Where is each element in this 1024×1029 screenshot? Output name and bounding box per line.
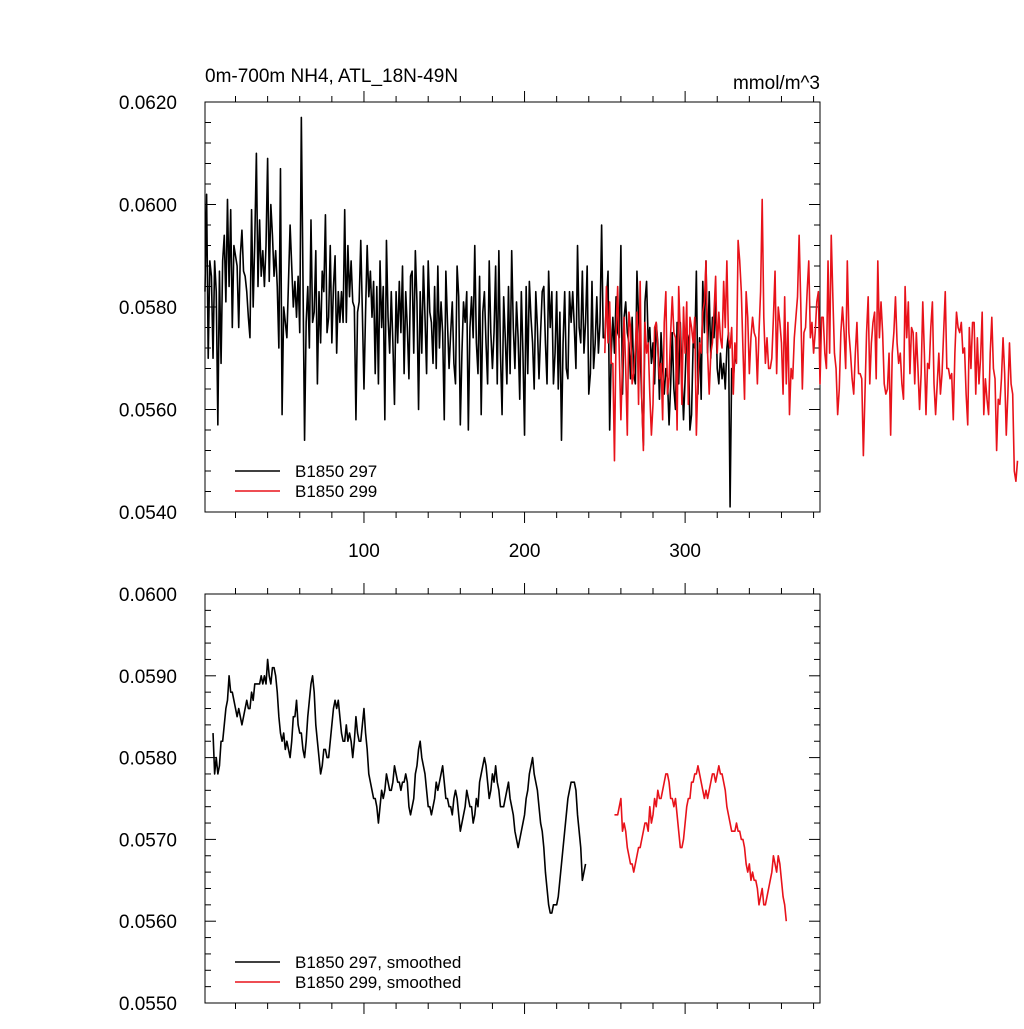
panel-1-x-tick-label: 300	[669, 541, 701, 562]
panel-2-legend-label: B1850 297, smoothed	[295, 953, 461, 972]
panel-2-series-line-1	[212, 658, 587, 914]
panel-2-y-tick-label: 0.0550	[119, 994, 177, 1015]
panel-1-y-tick-label: 0.0600	[119, 196, 177, 217]
panel-2-y-tick-label: 0.0560	[119, 912, 177, 933]
panel-2-series-line-2	[614, 764, 788, 922]
panel-1-series-line-1	[204, 116, 736, 508]
panel-2-y-tick-label: 0.0600	[119, 585, 177, 606]
panel-1-legend-label: B1850 297	[295, 462, 377, 481]
panel-1-units-label: mmol/m^3	[733, 73, 820, 94]
panel-1-y-tick-label: 0.0540	[119, 503, 177, 524]
panel-2-plot-frame	[204, 593, 821, 1004]
panel-1-y-tick-label: 0.0560	[119, 401, 177, 422]
panel-1-legend-label: B1850 299	[295, 482, 377, 501]
panel-1-title: 0m-700m NH4, ATL_18N-49N	[205, 66, 458, 87]
panel-1-series-line-2	[604, 198, 1019, 483]
panel-2-y-tick-label: 0.0570	[119, 830, 177, 851]
panel-2-y-tick-label: 0.0580	[119, 749, 177, 770]
panel-1-x-tick-label: 100	[348, 541, 380, 562]
panel-2-chart: 0.0550 0.0560 0.0570 0.0580 0.0590 0.0600 B185…	[119, 583, 821, 1015]
panel-2-legend-label: B1850 299, smoothed	[295, 973, 461, 992]
panel-1-y-tick-label: 0.0580	[119, 298, 177, 319]
panel-1-y-tick-label: 0.0620	[119, 93, 177, 114]
panel-1-x-tick-label: 200	[509, 541, 541, 562]
panel-2-y-tick-label: 0.0590	[119, 667, 177, 688]
panel-1-chart: 0.0540 0.0560 0.0580 0.0600 0.0620 100 200 300 0…	[119, 66, 1019, 562]
